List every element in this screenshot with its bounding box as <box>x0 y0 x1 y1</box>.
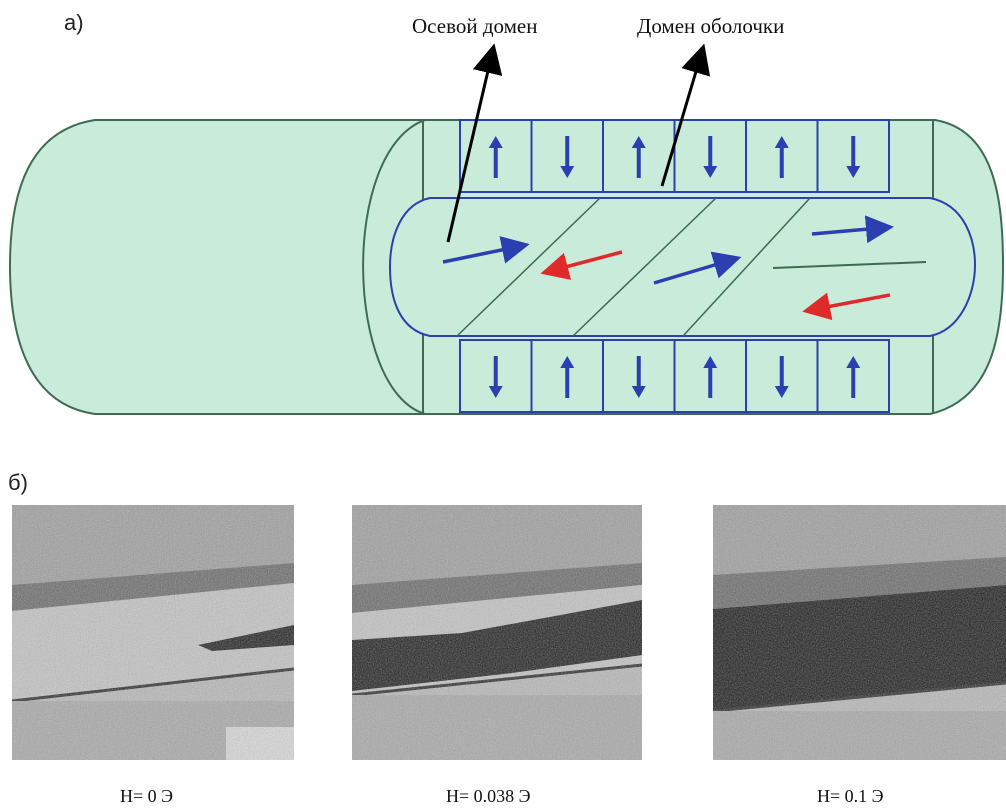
domain-wall <box>682 197 811 337</box>
end-cap-curve <box>362 119 426 415</box>
panel-a-label: а) <box>64 10 84 35</box>
panel-b-label: б) <box>8 470 28 495</box>
axial-arrow-blue <box>442 236 530 264</box>
axial-arrow-blue <box>811 215 894 244</box>
shell-domains-top <box>459 119 890 193</box>
pointer-shell <box>660 43 711 187</box>
shell-domain-cell <box>816 339 890 413</box>
arrowhead <box>774 386 789 398</box>
arrowhead <box>846 166 861 178</box>
callout-shell-domain: Домен оболочки <box>637 14 785 38</box>
shell-domain-cell <box>816 119 890 193</box>
arrowhead <box>560 166 575 178</box>
domain-wall <box>572 197 717 337</box>
arrowhead <box>560 356 575 368</box>
caption-h0038: H= 0.038 Э <box>446 786 531 806</box>
domain-wall <box>456 197 601 337</box>
arrowhead <box>631 386 646 398</box>
arrowhead <box>488 136 503 148</box>
callout-axial-domain: Осевой домен <box>412 14 538 38</box>
axial-arrow-red <box>540 250 623 280</box>
pointer-axial <box>446 43 503 243</box>
wire-domain-schematic <box>8 43 1005 415</box>
arrowhead <box>488 386 503 398</box>
micrograph-h0 <box>12 505 294 760</box>
caption-h01: H= 0.1 Э <box>817 786 884 806</box>
caption-h0: H= 0 Э <box>120 786 174 806</box>
arrowhead <box>774 136 789 148</box>
axial-arrow-red <box>802 292 891 321</box>
arrowhead <box>631 136 646 148</box>
domain-wall <box>772 261 927 269</box>
arrowhead <box>703 356 718 368</box>
shell-domains-bottom <box>459 339 890 413</box>
arrowhead <box>846 356 861 368</box>
micrograph-h01 <box>713 505 1006 760</box>
arrowhead <box>703 166 718 178</box>
micrograph-h0038 <box>352 505 642 760</box>
axial-arrow-blue <box>653 251 742 285</box>
